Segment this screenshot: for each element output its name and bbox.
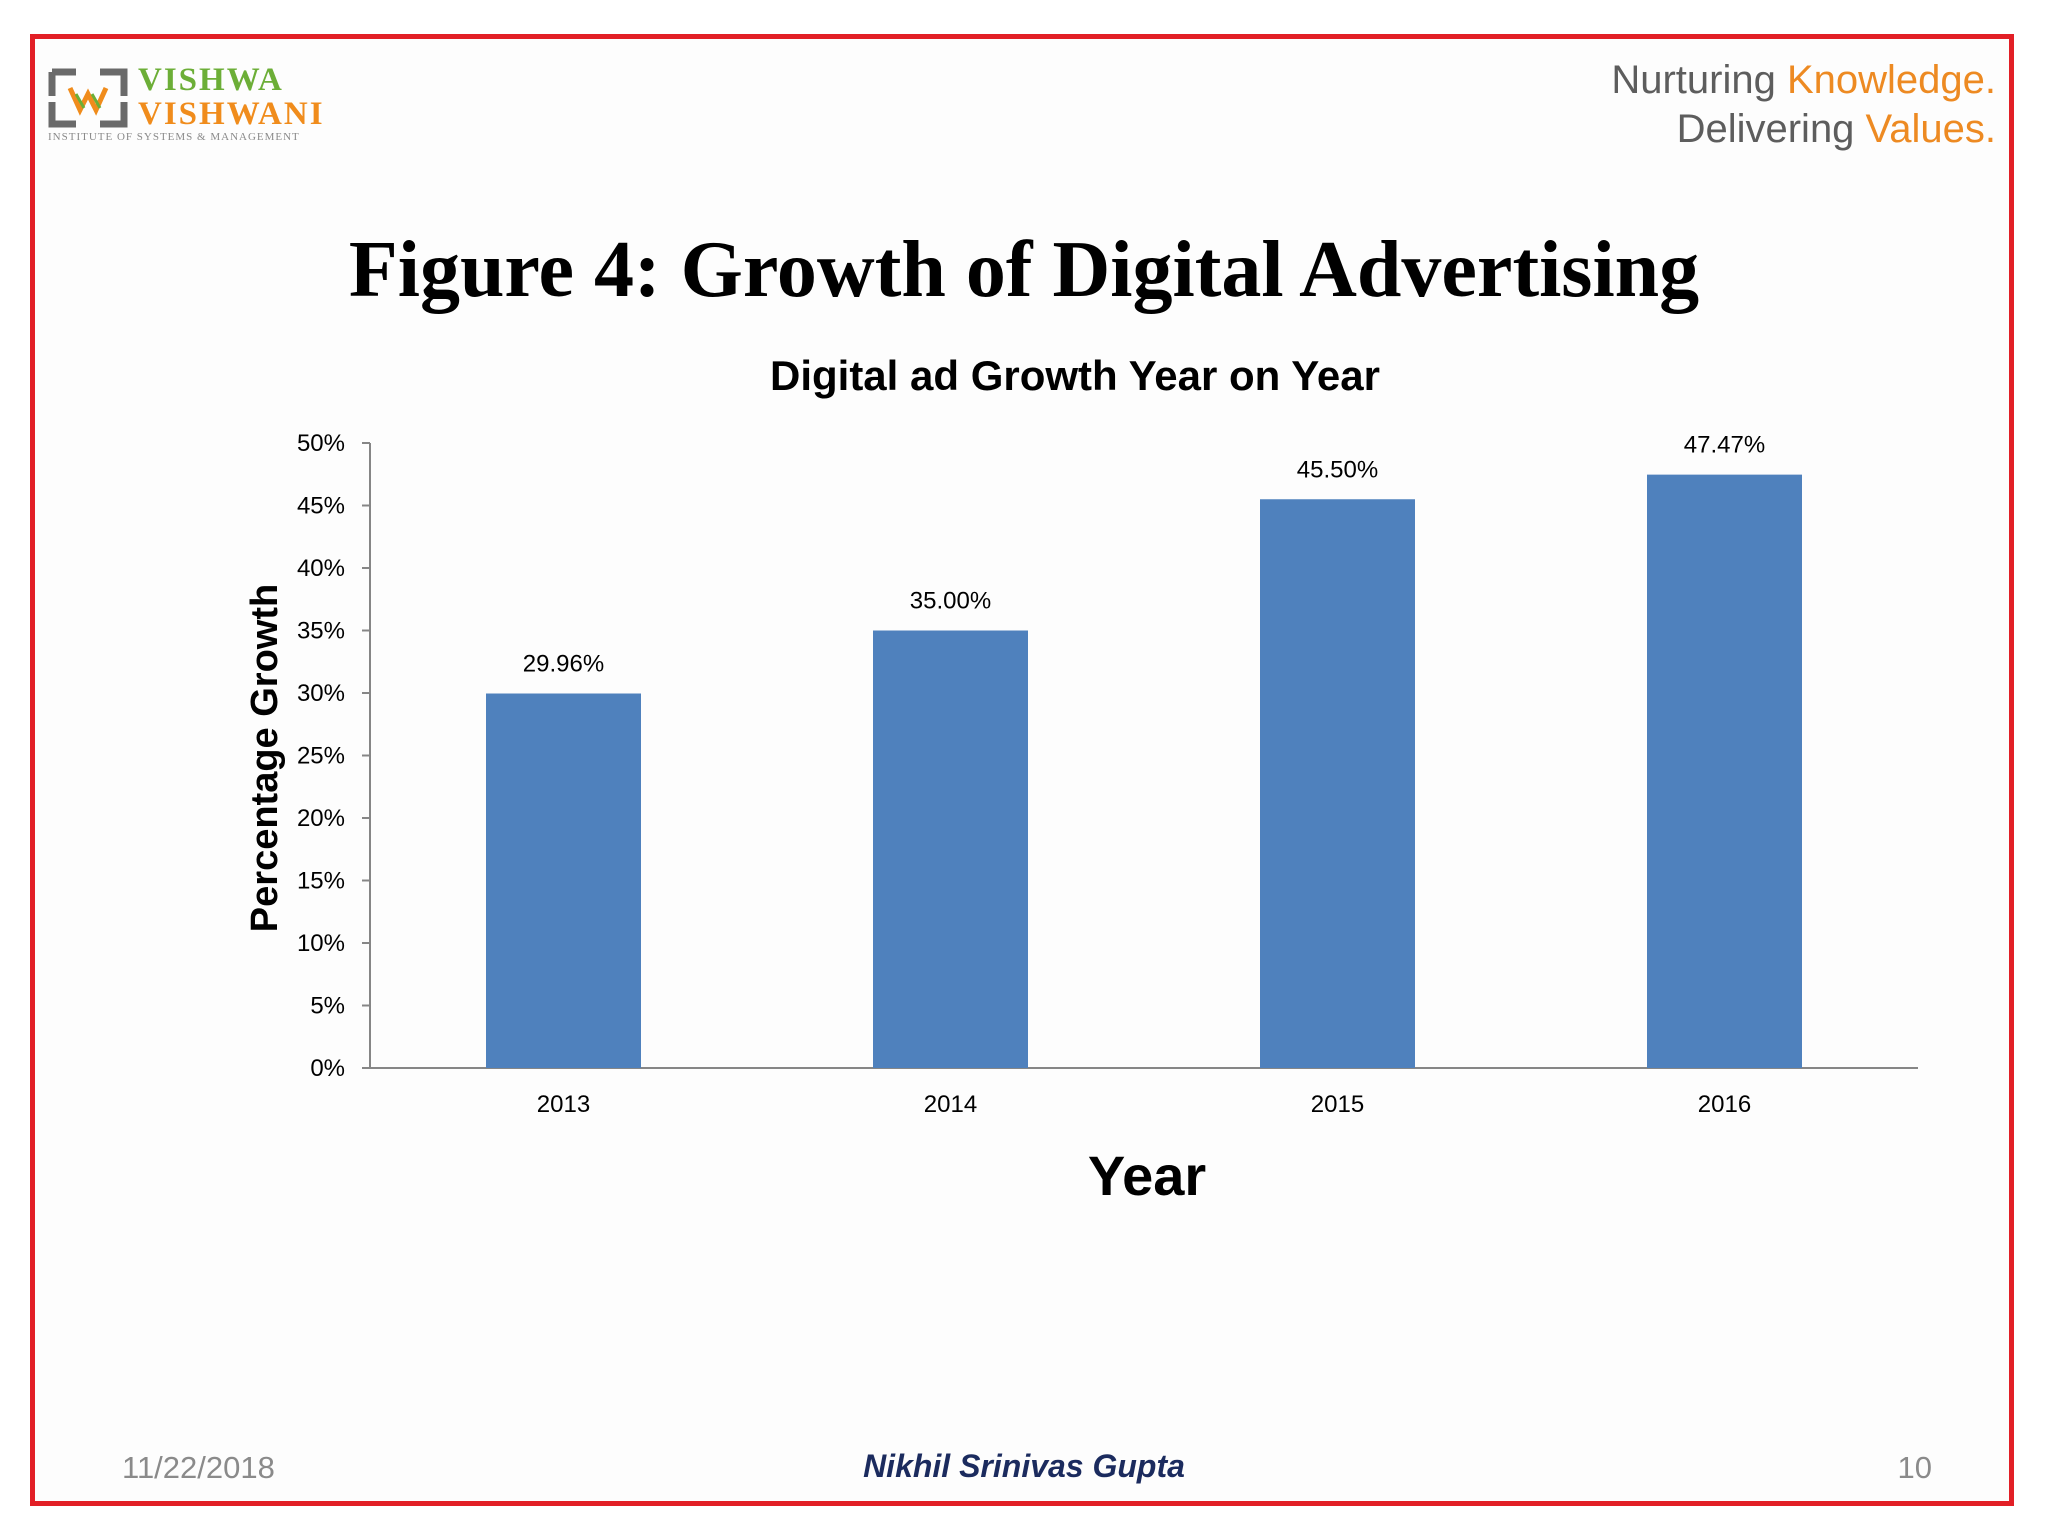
bar-data-label: 47.47% (1684, 432, 1765, 459)
bar-series (486, 474, 1802, 1068)
logo-wordmark-line1: VISHWA (138, 62, 284, 98)
y-axis-label: Percentage Growth (244, 584, 286, 932)
x-tick-label: 2015 (1311, 1091, 1364, 1118)
motto-line2-grey: Delivering (1676, 107, 1866, 151)
y-tick-label: 45% (297, 493, 345, 520)
motto-line-2: Delivering Values. (1611, 105, 1996, 154)
motto-line-1: Nurturing Knowledge. (1611, 56, 1996, 105)
chart-title: Digital ad Growth Year on Year (770, 352, 1380, 399)
y-tick-label: 30% (297, 680, 345, 707)
y-tick-label: 25% (297, 743, 345, 770)
y-tick-label: 15% (297, 868, 345, 895)
data-labels: 29.96% 35.00% 45.50% 47.47% (523, 432, 1765, 678)
bar (1647, 474, 1802, 1068)
y-tick-label: 5% (310, 993, 345, 1020)
logo-wordmark-line2: VISHWANI (138, 96, 325, 132)
x-axis-ticks: 2013 2014 2015 2016 (537, 1091, 1751, 1118)
x-tick-label: 2013 (537, 1091, 590, 1118)
y-tick-label: 50% (297, 430, 345, 457)
x-tick-label: 2016 (1698, 1091, 1751, 1118)
institute-logo: VISHWA VISHWANI INSTITUTE OF SYSTEMS & M… (32, 58, 362, 153)
bar-data-label: 35.00% (910, 588, 991, 615)
bar (1260, 499, 1415, 1068)
y-tick-label: 20% (297, 805, 345, 832)
motto-line1-grey: Nurturing (1611, 58, 1787, 102)
y-tick-label: 35% (297, 618, 345, 645)
bar-data-label: 29.96% (523, 651, 604, 678)
footer-author: Nikhil Srinivas Gupta (863, 1448, 1185, 1484)
x-axis-label: Year (1088, 1144, 1206, 1207)
motto-line1-orange: Knowledge. (1786, 58, 1996, 102)
bar (486, 693, 641, 1068)
slide-number: 10 (1897, 1450, 1932, 1485)
logo-emblem-icon (48, 68, 128, 128)
y-tick-label: 0% (310, 1055, 345, 1082)
bar (873, 630, 1028, 1068)
footer-date: 11/22/2018 (122, 1450, 275, 1485)
y-axis-ticks: 0% 5% 10% 15% 20% 25% 30% 35% 40% 45% 50% (297, 430, 370, 1082)
slide-title: Figure 4: Growth of Digital Advertising (348, 226, 1700, 314)
institute-motto: Nurturing Knowledge. Delivering Values. (1611, 56, 1996, 154)
motto-line2-orange: Values. (1865, 107, 1996, 151)
y-tick-label: 10% (297, 930, 345, 957)
x-tick-label: 2014 (924, 1091, 977, 1118)
logo-tagline: INSTITUTE OF SYSTEMS & MANAGEMENT (48, 131, 300, 143)
bar-data-label: 45.50% (1297, 456, 1378, 483)
y-tick-label: 40% (297, 555, 345, 582)
